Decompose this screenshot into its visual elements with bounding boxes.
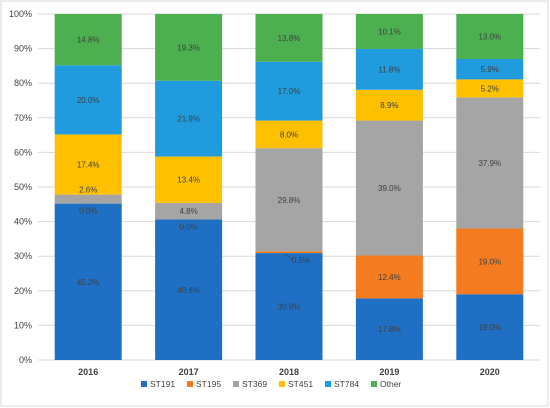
- y-tick-label: 80%: [14, 78, 32, 88]
- y-tick-label: 30%: [14, 251, 32, 261]
- bar-segment-st451: [255, 120, 323, 149]
- legend-swatch-st191: [141, 381, 147, 387]
- data-label-st451: 13.4%: [177, 176, 200, 185]
- bar-segment-st369: [54, 194, 122, 204]
- legend-label-st369: ST369: [242, 379, 267, 389]
- bar-segment-other: [255, 14, 323, 62]
- data-label-st784: 21.9%: [177, 115, 200, 124]
- x-tick-label: 2020: [480, 367, 500, 377]
- data-label-other: 14.8%: [77, 36, 100, 45]
- data-label-other: 19.3%: [177, 43, 200, 52]
- bar-segment-st195: [255, 251, 323, 254]
- data-label-other: 13.8%: [278, 34, 301, 43]
- x-tick-label: 2018: [279, 367, 299, 377]
- x-tick-label: 2016: [78, 367, 98, 377]
- y-tick-label: 20%: [14, 286, 32, 296]
- bar-segment-st195: [456, 228, 524, 295]
- legend-swatch-other: [371, 381, 377, 387]
- y-tick-label: 60%: [14, 147, 32, 157]
- bar-segment-st451: [155, 156, 223, 203]
- bar-segment-st451: [54, 134, 122, 195]
- bar-segment-st784: [54, 65, 122, 135]
- data-label-other: 13.0%: [478, 32, 501, 41]
- leader-line: [284, 253, 294, 261]
- data-label-st369: 29.8%: [278, 196, 301, 205]
- bar-segment-st369: [255, 148, 323, 252]
- data-label-st451: 8.9%: [380, 101, 398, 110]
- data-label-st191: 40.6%: [177, 286, 200, 295]
- data-label-st195: 0.0%: [179, 223, 197, 232]
- y-tick-label: 40%: [14, 217, 32, 227]
- data-label-st451: 8.0%: [280, 130, 298, 139]
- data-label-st784: 5.9%: [481, 65, 499, 74]
- axes: 0% 10% 20% 30% 40% 50% 60% 70% 80% 90% 100% 2016 201…: [9, 9, 500, 377]
- data-label-st195: 0.5%: [292, 256, 310, 265]
- data-label-st784: 11.8%: [378, 65, 400, 74]
- bar-segment-st191: [355, 298, 423, 360]
- y-tick-label: 90%: [14, 44, 32, 54]
- y-tick-label: 100%: [9, 9, 32, 19]
- y-tick-label: 50%: [14, 182, 32, 192]
- bar-segment-other: [155, 14, 223, 81]
- bar-segment-st451: [456, 79, 524, 98]
- legend-swatch-st369: [233, 381, 239, 387]
- bar-segment-st191: [54, 203, 122, 360]
- data-label-st195: 19.0%: [478, 257, 501, 266]
- legend-label-st191: ST191: [150, 379, 175, 389]
- bar-segment-st369: [456, 97, 524, 229]
- x-tick-label: 2019: [379, 367, 399, 377]
- data-label-st369: 4.8%: [179, 207, 197, 216]
- bar-segment-st195: [355, 255, 423, 299]
- bars: [54, 14, 524, 360]
- legend-label-st451: ST451: [288, 379, 313, 389]
- bar-segment-st784: [255, 61, 323, 121]
- bar-segment-st369: [155, 202, 223, 220]
- y-tick-label: 70%: [14, 113, 32, 123]
- legend: ST191 ST195 ST369 ST451 ST784 Other: [141, 379, 401, 389]
- bar-segment-other: [456, 14, 524, 59]
- data-label-st191: 17.8%: [378, 325, 401, 334]
- data-label-st369: 39.0%: [378, 184, 401, 193]
- bar-segment-st369: [355, 120, 423, 256]
- bar-segment-st191: [456, 294, 524, 360]
- data-label-st784: 17.0%: [278, 87, 301, 96]
- data-label-st451: 17.4%: [77, 161, 100, 170]
- data-label-st784: 20.0%: [77, 96, 100, 105]
- legend-label-st784: ST784: [334, 379, 359, 389]
- data-label-st191: 45.2%: [77, 278, 100, 287]
- legend-label-st195: ST195: [196, 379, 221, 389]
- data-label-st369: 2.6%: [79, 186, 97, 195]
- data-label-st451: 5.2%: [481, 84, 499, 93]
- bar-segment-st784: [355, 48, 423, 90]
- bar-segment-st191: [255, 253, 323, 360]
- bar-segment-st784: [456, 58, 524, 80]
- bar-segment-other: [54, 14, 122, 66]
- bar-segment-other: [355, 14, 423, 49]
- legend-label-other: Other: [380, 379, 401, 389]
- legend-swatch-st195: [187, 381, 193, 387]
- data-label-other: 10.1%: [378, 27, 401, 36]
- data-label-st195: 0.0%: [79, 207, 97, 216]
- data-label-st369: 37.9%: [478, 159, 501, 168]
- bar-segment-st784: [155, 80, 223, 157]
- bar-segment-st451: [355, 89, 423, 121]
- y-tick-label: 10%: [14, 320, 32, 330]
- data-labels: 45.2% 0.0% 2.6% 17.4% 20.0% 14.8% 40.6% 0.0% 4.8…: [77, 27, 501, 334]
- legend-swatch-st784: [325, 381, 331, 387]
- data-label-st191: 30.9%: [278, 303, 301, 312]
- x-tick-label: 2017: [179, 367, 199, 377]
- bar-segment-st191: [155, 219, 223, 360]
- data-label-st191: 19.0%: [478, 323, 501, 332]
- data-label-st195: 12.4%: [378, 273, 401, 282]
- legend-swatch-st451: [279, 381, 285, 387]
- y-tick-label: 0%: [19, 355, 32, 365]
